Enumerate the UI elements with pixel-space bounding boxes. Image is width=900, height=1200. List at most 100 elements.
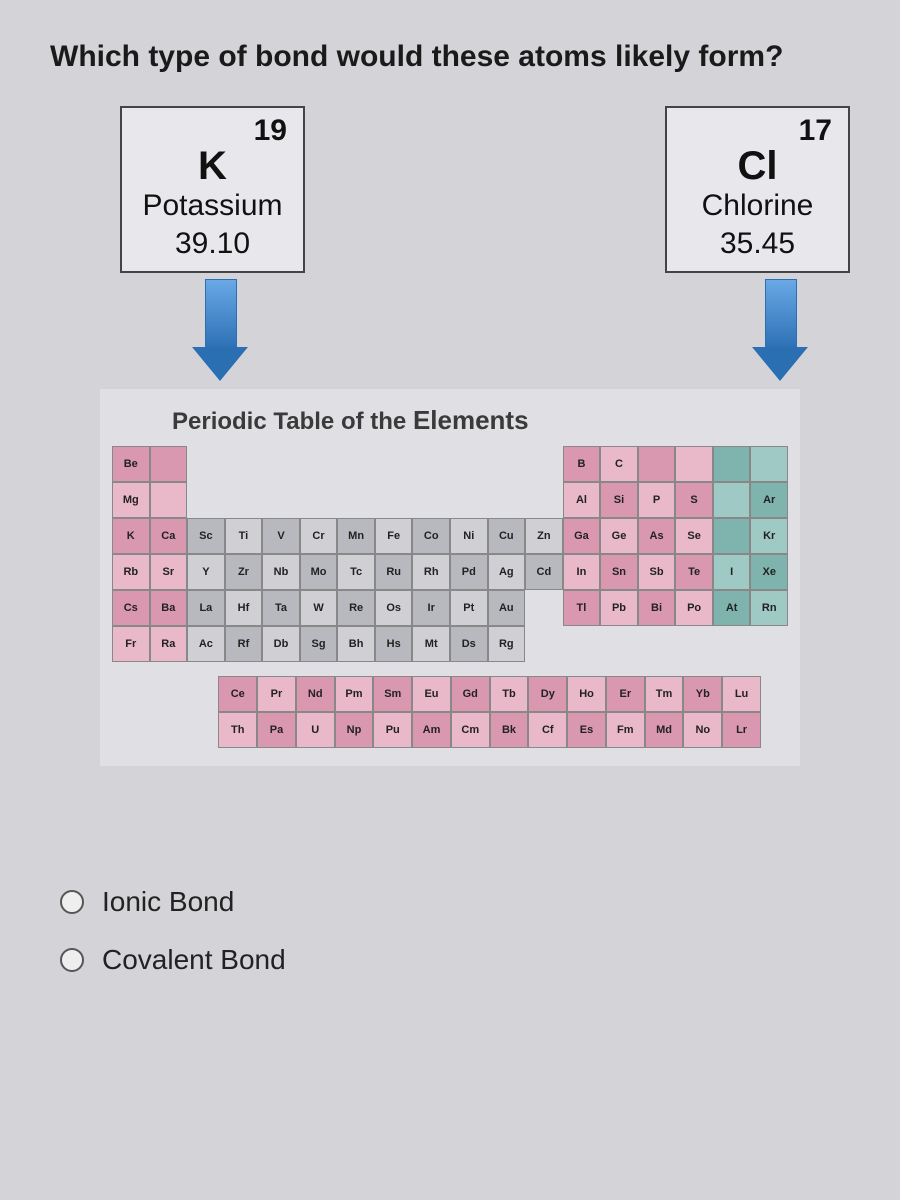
arrow-left-head-icon <box>192 347 248 381</box>
pt-cell: Ru <box>375 554 413 590</box>
pt-cell: Dy <box>528 676 567 712</box>
pt-cell: Pu <box>373 712 412 748</box>
element-symbol: K <box>132 144 293 189</box>
pt-cell: At <box>713 590 751 626</box>
pt-cell: Sn <box>600 554 638 590</box>
pt-cell <box>488 446 526 482</box>
pt-cell: Mn <box>337 518 375 554</box>
pt-cell <box>638 446 676 482</box>
option-label: Covalent Bond <box>102 944 286 976</box>
pt-cell: Db <box>262 626 300 662</box>
option-label: Ionic Bond <box>102 886 234 918</box>
pt-cell: Tm <box>645 676 684 712</box>
atomic-mass: 35.45 <box>677 227 838 261</box>
pt-cell <box>375 446 413 482</box>
pt-cell: Nd <box>296 676 335 712</box>
pt-cell: Fm <box>606 712 645 748</box>
pt-cell: Pa <box>257 712 296 748</box>
pt-cell: Ar <box>750 482 788 518</box>
pt-cell: W <box>300 590 338 626</box>
pt-cell: Sg <box>300 626 338 662</box>
pt-cell: Rh <box>412 554 450 590</box>
radio-icon[interactable] <box>60 890 84 914</box>
pt-cell: Ce <box>218 676 257 712</box>
atomic-mass: 39.10 <box>132 227 293 261</box>
pt-cell: K <box>112 518 150 554</box>
pt-cell <box>750 626 788 662</box>
pt-cell: Xe <box>750 554 788 590</box>
pt-cell: Sr <box>150 554 188 590</box>
pt-cell <box>563 626 601 662</box>
pt-cell: Ni <box>450 518 488 554</box>
element-symbol: Cl <box>677 144 838 189</box>
pt-cell: Y <box>187 554 225 590</box>
pt-cell: Zr <box>225 554 263 590</box>
pt-cell: Ca <box>150 518 188 554</box>
pt-cell: Sc <box>187 518 225 554</box>
pt-cell: Er <box>606 676 645 712</box>
pt-cell: No <box>683 712 722 748</box>
pt-cell: Cs <box>112 590 150 626</box>
pt-cell: Tl <box>563 590 601 626</box>
pt-cell: Rg <box>488 626 526 662</box>
pt-cell: Th <box>218 712 257 748</box>
pt-cell <box>187 482 225 518</box>
pt-cell: Np <box>335 712 374 748</box>
pt-cell: U <box>296 712 335 748</box>
pt-title-emphasis: Elements <box>413 405 529 435</box>
pt-cell: Eu <box>412 676 451 712</box>
radio-icon[interactable] <box>60 948 84 972</box>
pt-cell: In <box>563 554 601 590</box>
answer-options: Ionic Bond Covalent Bond <box>60 886 850 976</box>
pt-cell: B <box>563 446 601 482</box>
pt-cell: I <box>713 554 751 590</box>
pt-cell: Cm <box>451 712 490 748</box>
pt-cell <box>488 482 526 518</box>
pt-cell: Cf <box>528 712 567 748</box>
periodic-table-title: Periodic Table of the Elements <box>172 405 788 436</box>
pt-cell: Si <box>600 482 638 518</box>
pt-cell: V <box>262 518 300 554</box>
pt-cell: P <box>638 482 676 518</box>
pt-cell: Rn <box>750 590 788 626</box>
pt-cell <box>337 482 375 518</box>
atomic-number: 19 <box>132 114 293 148</box>
pt-cell: Md <box>645 712 684 748</box>
pt-cell <box>262 446 300 482</box>
pt-cell: Bk <box>490 712 529 748</box>
element-name: Potassium <box>132 189 293 223</box>
pt-cell: Sb <box>638 554 676 590</box>
arrow-left-stem <box>205 279 237 351</box>
pt-cell <box>262 482 300 518</box>
pt-cell <box>300 482 338 518</box>
pt-cell: Pt <box>450 590 488 626</box>
pt-cell: Hf <box>225 590 263 626</box>
pt-cell <box>713 626 751 662</box>
pt-cell: Ge <box>600 518 638 554</box>
pt-cell: Mt <box>412 626 450 662</box>
pt-cell <box>675 626 713 662</box>
pt-cell: Lu <box>722 676 761 712</box>
pt-cell <box>525 482 563 518</box>
element-name: Chlorine <box>677 189 838 223</box>
pt-cell: Cu <box>488 518 526 554</box>
pt-cell <box>750 446 788 482</box>
pt-cell: Ir <box>412 590 450 626</box>
periodic-table-fblock: CePrNdPmSmEuGdTbDyHoErTmYbLuThPaUNpPuAmC… <box>180 676 761 748</box>
pt-cell: Pr <box>257 676 296 712</box>
pt-cell <box>525 626 563 662</box>
pt-cell: Am <box>412 712 451 748</box>
arrow-right-head-icon <box>752 347 808 381</box>
pt-cell: Hs <box>375 626 413 662</box>
pt-cell: Pm <box>335 676 374 712</box>
pt-cell <box>450 482 488 518</box>
pt-cell: Ho <box>567 676 606 712</box>
pt-cell: Ba <box>150 590 188 626</box>
pt-cell: Mg <box>112 482 150 518</box>
option-covalent[interactable]: Covalent Bond <box>60 944 850 976</box>
option-ionic[interactable]: Ionic Bond <box>60 886 850 918</box>
pt-cell: Sm <box>373 676 412 712</box>
pt-cell: Mo <box>300 554 338 590</box>
element-card-potassium: 19 K Potassium 39.10 <box>120 106 305 273</box>
pt-cell: C <box>600 446 638 482</box>
